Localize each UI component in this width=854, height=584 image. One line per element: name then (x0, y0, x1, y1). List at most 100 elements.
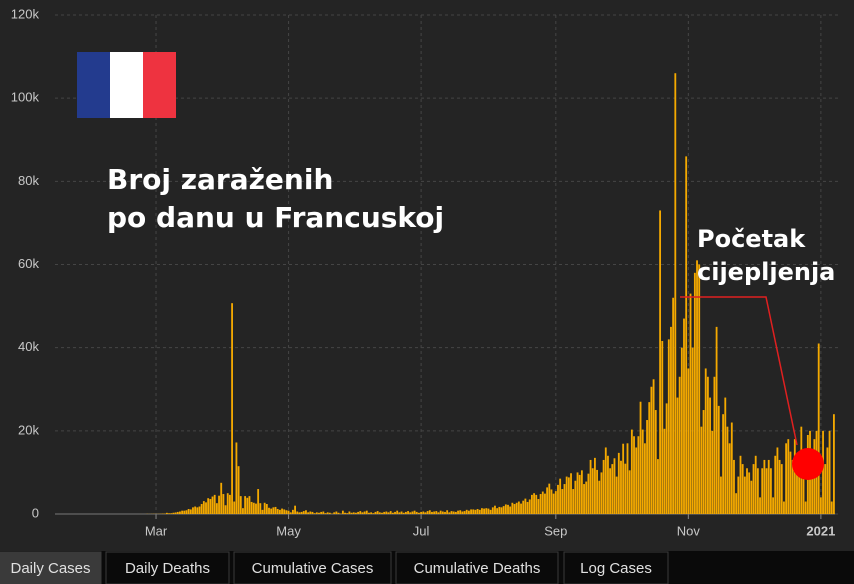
bar (172, 512, 175, 514)
bar (702, 410, 705, 514)
tab[interactable]: Cumulative Deaths (395, 551, 559, 584)
bar (183, 510, 186, 514)
bar (268, 507, 270, 514)
bar (724, 397, 727, 514)
bar (643, 443, 646, 514)
tab[interactable]: Log Cases (563, 551, 669, 584)
bar (485, 508, 488, 514)
bar (533, 493, 535, 514)
bar (313, 513, 316, 514)
bar (326, 512, 329, 514)
bar (567, 477, 570, 514)
bar (385, 511, 388, 514)
bar (448, 512, 451, 514)
bar (657, 459, 659, 514)
bar (635, 447, 638, 514)
bar (176, 511, 179, 514)
bar (352, 512, 355, 514)
bar (324, 513, 327, 514)
bar (517, 501, 520, 514)
bar (242, 508, 244, 514)
bar (404, 511, 407, 514)
tab-background[interactable] (233, 551, 392, 584)
tab[interactable]: Cumulative Cases (233, 551, 392, 584)
annotation-line (680, 296, 798, 446)
bar (802, 464, 805, 514)
bar (237, 466, 240, 514)
bar (363, 511, 366, 514)
bar (791, 459, 794, 514)
bar (646, 420, 648, 514)
bar (696, 260, 698, 514)
bar (411, 511, 414, 514)
bar (294, 505, 296, 514)
x-tick-label: Jul (413, 523, 430, 538)
bar (231, 303, 233, 514)
bar (315, 512, 318, 514)
bar (548, 483, 551, 514)
bar (261, 509, 264, 514)
bar (607, 455, 609, 514)
bar (481, 508, 483, 514)
bar (594, 457, 596, 514)
bar (754, 455, 757, 514)
tab-background[interactable] (0, 551, 102, 584)
bar (209, 499, 212, 514)
bar (298, 512, 301, 514)
bar (596, 469, 599, 514)
bar (509, 506, 512, 514)
bar (239, 496, 242, 514)
bar (361, 512, 364, 514)
bar (587, 473, 590, 514)
bar (476, 509, 479, 514)
tab-background[interactable] (395, 551, 559, 584)
bar (500, 507, 503, 514)
bar (539, 494, 542, 514)
bar (491, 507, 494, 514)
bar (244, 496, 247, 514)
bar (613, 458, 616, 514)
bar (817, 343, 820, 514)
bar (819, 497, 822, 514)
bar (676, 397, 679, 514)
bar (187, 509, 190, 514)
bar (780, 464, 783, 514)
bar (305, 510, 307, 514)
bar (374, 511, 377, 514)
tab[interactable]: Daily Deaths (105, 551, 230, 584)
bar (194, 506, 197, 514)
bar (420, 511, 423, 514)
bar (576, 472, 579, 514)
bar (759, 497, 761, 514)
bar (774, 455, 777, 514)
bar (346, 513, 349, 514)
tab-background[interactable] (563, 551, 669, 584)
bar (289, 512, 292, 514)
bar (370, 512, 373, 514)
bar (428, 510, 431, 514)
bar (179, 511, 181, 514)
x-tick-label: 2021 (806, 523, 835, 538)
bar (735, 493, 738, 514)
tab-label[interactable]: Daily Deaths (125, 560, 210, 577)
bar (422, 511, 425, 514)
bar (761, 468, 764, 514)
bar (348, 511, 351, 514)
bar (472, 509, 475, 514)
bar (407, 511, 409, 514)
tab-label[interactable]: Cumulative Deaths (414, 560, 541, 577)
bar (691, 347, 694, 514)
tab-background[interactable] (105, 551, 230, 584)
bar (192, 507, 194, 514)
tab-label[interactable]: Daily Cases (10, 560, 90, 577)
bar (248, 496, 251, 514)
bar (435, 511, 438, 514)
bar (580, 470, 583, 514)
bar (650, 386, 653, 514)
tab-label[interactable]: Log Cases (580, 560, 652, 577)
tab-label[interactable]: Cumulative Cases (252, 560, 374, 577)
bar (441, 511, 444, 514)
bar (756, 468, 759, 514)
bar (720, 476, 722, 514)
tab[interactable]: Daily Cases (0, 551, 102, 584)
